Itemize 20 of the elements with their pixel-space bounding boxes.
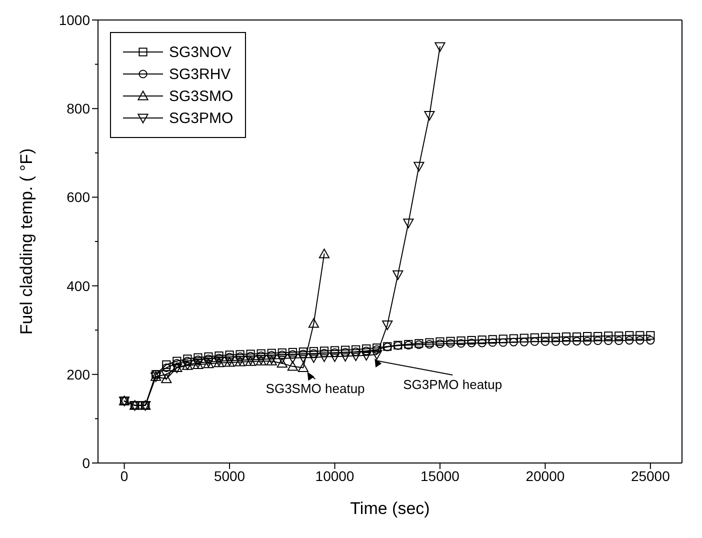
legend-label: SG3PMO [169,110,234,126]
legend-label: SG3SMO [169,88,234,104]
x-tick-label: 25000 [630,468,670,484]
annotation: SG3SMO heatup [266,381,365,396]
y-tick-label: 1000 [58,12,90,28]
x-tick-label: 15000 [420,468,460,484]
x-tick-label: 5000 [214,468,246,484]
y-axis-title: Fuel cladding temp. ( °F) [17,148,36,335]
legend-label: SG3NOV [169,44,232,60]
x-tick-label: 10000 [315,468,354,484]
annotation: SG3PMO heatup [403,377,502,392]
y-tick-label: 800 [66,100,90,117]
y-tick-label: 400 [66,278,90,294]
x-axis-title: Time (sec) [350,499,430,518]
x-tick-label: 20000 [526,468,565,484]
y-tick-label: 200 [66,366,90,382]
legend-label: SG3RHV [169,66,231,82]
x-tick-label: 0 [120,468,128,484]
y-tick-label: 0 [82,454,90,471]
y-tick-label: 600 [66,189,90,206]
